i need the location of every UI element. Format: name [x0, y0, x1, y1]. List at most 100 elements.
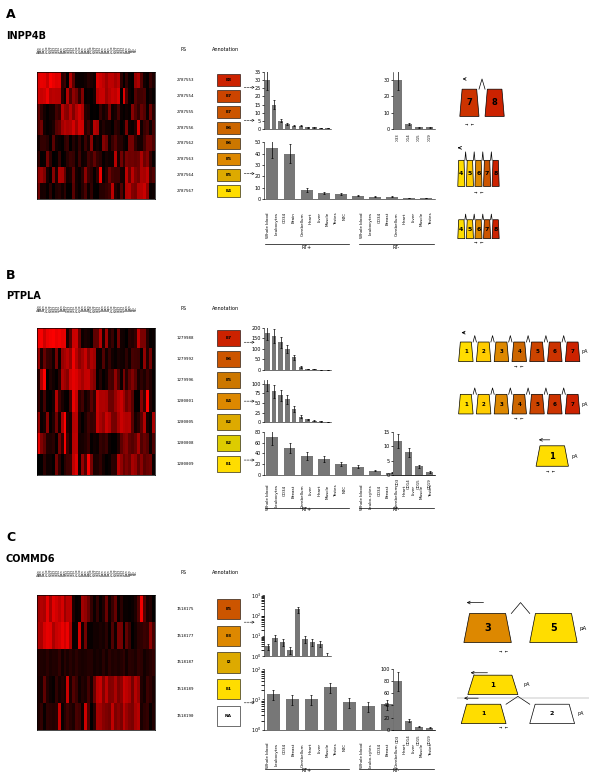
Text: NA: NA — [225, 715, 232, 719]
Text: Brain: Brain — [104, 305, 108, 312]
Text: Testes: Testes — [334, 212, 339, 225]
Text: Leuko-cytes: Leuko-cytes — [369, 743, 372, 768]
Text: 1280009: 1280009 — [177, 462, 195, 466]
Polygon shape — [530, 704, 575, 724]
Bar — [265, 80, 270, 129]
Bar — [305, 700, 318, 781]
Text: 7: 7 — [485, 226, 489, 232]
Text: Brain: Brain — [83, 305, 87, 312]
Bar — [265, 646, 270, 781]
Text: Muscle: Muscle — [326, 212, 330, 226]
FancyBboxPatch shape — [217, 105, 240, 118]
Polygon shape — [530, 614, 577, 643]
Text: E6: E6 — [226, 126, 231, 130]
Text: 2787556: 2787556 — [177, 126, 195, 130]
Text: NTC: NTC — [133, 305, 137, 311]
Polygon shape — [484, 219, 491, 239]
Text: E7: E7 — [226, 94, 231, 98]
Text: Brain: Brain — [107, 569, 111, 576]
Text: RT-: RT- — [393, 245, 400, 250]
Text: Leukocytes: Leukocytes — [275, 212, 278, 235]
Text: Whole blood: Whole blood — [266, 212, 270, 237]
Text: Breast: Breast — [386, 212, 390, 226]
Text: Brain: Brain — [86, 569, 90, 576]
Text: I518175: I518175 — [177, 607, 195, 611]
Text: NTC: NTC — [130, 570, 134, 575]
Text: I518187: I518187 — [177, 661, 195, 665]
Text: E1: E1 — [226, 687, 231, 691]
Bar — [312, 127, 317, 129]
Bar — [325, 656, 330, 781]
Text: Leuko: Leuko — [45, 305, 49, 312]
FancyBboxPatch shape — [217, 90, 240, 102]
Bar — [369, 470, 381, 475]
Text: Brain: Brain — [80, 46, 84, 53]
Text: 1: 1 — [464, 401, 468, 407]
Text: CD34: CD34 — [98, 46, 102, 53]
Bar — [285, 349, 290, 370]
Polygon shape — [475, 219, 482, 239]
Text: Whole blood: Whole blood — [360, 743, 364, 769]
Text: Brain: Brain — [83, 569, 87, 576]
Text: CD34: CD34 — [377, 212, 381, 223]
Text: Cerebellum: Cerebellum — [394, 484, 399, 508]
Text: →  ←: → ← — [515, 365, 524, 369]
Text: CD34: CD34 — [116, 569, 120, 576]
Text: E2: E2 — [226, 420, 231, 424]
Bar — [419, 715, 432, 781]
Text: CD34: CD34 — [51, 46, 55, 53]
Text: E4: E4 — [226, 189, 231, 193]
Text: 1280008: 1280008 — [177, 441, 195, 445]
Bar — [271, 336, 276, 370]
Text: Muscle: Muscle — [420, 743, 424, 757]
Text: 1: 1 — [549, 451, 555, 461]
Text: CD34: CD34 — [98, 305, 102, 312]
Polygon shape — [458, 160, 465, 187]
Polygon shape — [512, 342, 527, 362]
Text: pA: pA — [581, 401, 588, 407]
Text: CD34: CD34 — [98, 569, 102, 576]
Bar — [267, 437, 278, 475]
Bar — [299, 416, 303, 423]
Text: CD3: CD3 — [396, 734, 400, 743]
Text: E5: E5 — [226, 157, 231, 162]
Bar — [310, 642, 315, 781]
Text: Leuko: Leuko — [45, 569, 49, 576]
Text: E4: E4 — [226, 399, 231, 403]
Bar — [292, 409, 296, 423]
Text: Cerebellum: Cerebellum — [300, 212, 304, 236]
Text: 2787562: 2787562 — [177, 141, 195, 145]
Bar — [386, 197, 398, 199]
Polygon shape — [477, 394, 491, 414]
Text: →  ←: → ← — [515, 417, 524, 421]
Text: Heart: Heart — [318, 484, 321, 496]
Text: Leuko: Leuko — [48, 305, 52, 312]
Text: NTC: NTC — [343, 212, 347, 220]
Text: 1279996: 1279996 — [177, 378, 195, 382]
Text: NTC: NTC — [343, 484, 347, 493]
Bar — [302, 639, 308, 781]
Polygon shape — [494, 342, 509, 362]
Text: NTC: NTC — [130, 47, 134, 52]
Bar — [325, 128, 330, 129]
Bar — [284, 154, 296, 199]
Text: Annotation: Annotation — [212, 305, 240, 311]
Text: 2787555: 2787555 — [177, 110, 195, 114]
Text: Testes: Testes — [428, 743, 433, 755]
Text: Heart: Heart — [309, 743, 313, 754]
Text: Brain: Brain — [101, 305, 105, 312]
Bar — [271, 391, 276, 423]
Text: Leukocytes: Leukocytes — [275, 484, 278, 508]
Text: CD34: CD34 — [95, 569, 99, 576]
Polygon shape — [492, 160, 499, 187]
Text: CD34: CD34 — [95, 305, 99, 312]
Bar — [295, 609, 300, 781]
Text: 7: 7 — [571, 349, 575, 355]
Text: →  ←: → ← — [465, 123, 474, 127]
Bar — [394, 80, 402, 129]
Text: CD34: CD34 — [65, 569, 70, 576]
Text: Muscle: Muscle — [420, 212, 424, 226]
Text: Liver: Liver — [318, 743, 321, 753]
Bar — [426, 728, 433, 729]
Bar — [400, 711, 413, 781]
